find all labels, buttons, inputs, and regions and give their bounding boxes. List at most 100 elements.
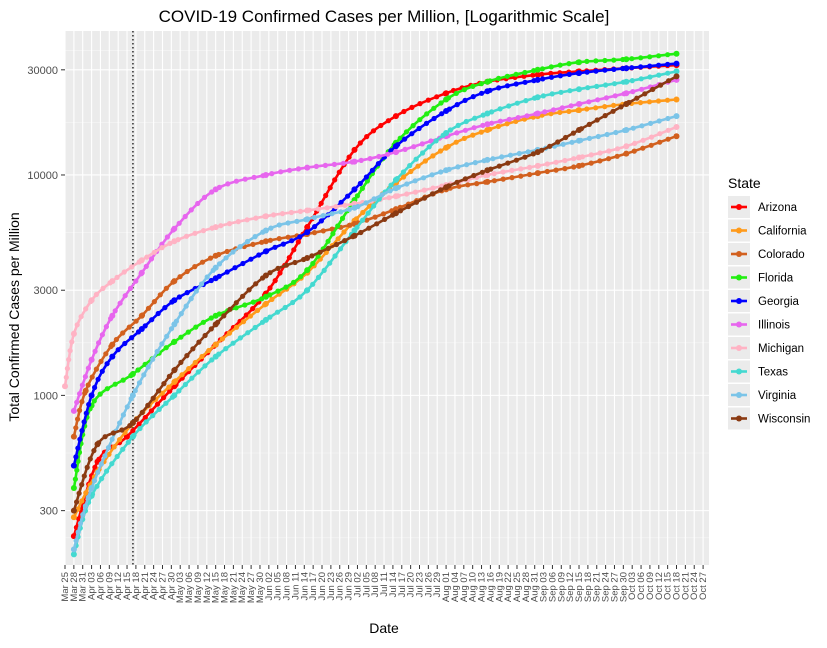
data-point-illinois bbox=[164, 234, 170, 240]
data-point-virginia bbox=[560, 141, 566, 147]
x-tick-label: Aug 22 bbox=[503, 572, 514, 602]
data-point-texas bbox=[549, 91, 555, 97]
x-tick-label: Mar 25 bbox=[60, 572, 71, 602]
data-point-illinois bbox=[524, 113, 530, 119]
data-point-georgia bbox=[522, 79, 528, 85]
data-point-florida bbox=[470, 83, 476, 89]
data-point-colorado bbox=[113, 336, 119, 343]
data-point-florida bbox=[522, 69, 528, 76]
data-point-california bbox=[470, 132, 476, 138]
data-point-texas bbox=[156, 406, 162, 412]
data-point-georgia bbox=[584, 69, 590, 75]
data-point-illinois bbox=[171, 225, 178, 232]
data-point-florida bbox=[611, 57, 617, 63]
x-tick-label: Apr 06 bbox=[95, 572, 106, 600]
data-point-arizona bbox=[286, 255, 292, 261]
data-point-georgia bbox=[423, 120, 430, 126]
y-tick-label: 10000 bbox=[27, 170, 58, 182]
data-point-illinois bbox=[82, 374, 88, 380]
x-tick-label: May 12 bbox=[202, 572, 213, 603]
data-point-virginia bbox=[109, 436, 115, 442]
data-point-virginia bbox=[268, 225, 274, 231]
data-point-georgia bbox=[95, 376, 101, 382]
data-point-georgia bbox=[224, 269, 230, 275]
data-point-illinois bbox=[295, 166, 302, 172]
x-tick-label: Jul 26 bbox=[423, 572, 434, 597]
data-point-wisconsin bbox=[156, 388, 162, 394]
x-tick-label: Jun 08 bbox=[282, 572, 293, 601]
data-point-georgia bbox=[81, 419, 87, 425]
data-point-georgia bbox=[647, 63, 653, 69]
data-point-michigan bbox=[527, 164, 533, 170]
data-point-texas bbox=[274, 309, 281, 315]
data-point-texas bbox=[392, 176, 399, 183]
data-point-illinois bbox=[201, 194, 208, 200]
data-point-virginia bbox=[171, 321, 178, 328]
data-point-california bbox=[219, 336, 226, 342]
y-axis: 300 1000 3000 10000 30000 bbox=[27, 65, 65, 518]
data-point-arizona bbox=[148, 408, 154, 414]
data-point-california bbox=[484, 127, 491, 133]
x-tick-label: Oct 03 bbox=[627, 572, 638, 600]
data-point-texas bbox=[407, 163, 413, 169]
data-point-colorado bbox=[77, 407, 83, 413]
x-tick-label: Jun 23 bbox=[326, 572, 337, 601]
data-point-colorado bbox=[126, 324, 132, 330]
data-point-georgia bbox=[289, 238, 295, 244]
data-point-georgia bbox=[363, 174, 369, 180]
data-point-wisconsin bbox=[178, 359, 184, 365]
x-tick-label: Mar 28 bbox=[69, 572, 80, 602]
data-point-florida bbox=[584, 58, 590, 64]
x-tick-label: Sep 03 bbox=[539, 572, 550, 602]
data-point-texas bbox=[497, 106, 503, 112]
data-point-illinois bbox=[195, 200, 201, 207]
data-point-virginia bbox=[98, 461, 104, 467]
data-point-michigan bbox=[544, 161, 550, 167]
data-point-texas bbox=[332, 253, 338, 259]
data-point-illinois bbox=[331, 161, 337, 167]
data-point-illinois bbox=[133, 278, 139, 284]
data-point-wisconsin bbox=[642, 91, 648, 97]
x-tick-label: Jun 11 bbox=[290, 572, 301, 600]
data-point-illinois bbox=[385, 151, 391, 157]
data-point-colorado bbox=[534, 170, 541, 177]
data-point-virginia bbox=[230, 249, 236, 255]
data-point-texas bbox=[365, 210, 371, 216]
x-tick-label: Jun 29 bbox=[344, 572, 355, 601]
x-tick-label: Jun 26 bbox=[335, 572, 346, 601]
data-point-arizona bbox=[336, 169, 342, 175]
data-point-illinois bbox=[269, 171, 275, 177]
data-point-virginia bbox=[363, 200, 369, 206]
data-point-florida bbox=[557, 62, 563, 68]
data-point-florida bbox=[74, 467, 80, 473]
data-point-illinois bbox=[595, 97, 601, 103]
data-point-virginia bbox=[159, 341, 165, 347]
x-tick-label: Sep 09 bbox=[556, 572, 567, 602]
data-point-wisconsin bbox=[221, 313, 227, 319]
data-point-florida bbox=[304, 267, 311, 274]
data-point-illinois bbox=[484, 121, 491, 128]
data-point-michigan bbox=[192, 230, 198, 236]
data-point-georgia bbox=[566, 71, 572, 77]
data-point-michigan bbox=[640, 137, 646, 143]
x-tick-label: Oct 09 bbox=[645, 572, 656, 600]
data-point-georgia bbox=[184, 290, 190, 296]
data-point-florida bbox=[242, 302, 248, 308]
data-point-michigan bbox=[212, 224, 219, 231]
data-point-texas bbox=[202, 363, 208, 369]
data-point-wisconsin bbox=[471, 172, 477, 179]
data-point-virginia bbox=[183, 303, 189, 309]
data-point-wisconsin bbox=[283, 262, 289, 268]
data-point-wisconsin bbox=[576, 127, 582, 133]
data-point-virginia bbox=[237, 244, 243, 250]
data-point-florida bbox=[593, 58, 599, 64]
data-point-virginia bbox=[70, 546, 77, 553]
data-point-california bbox=[70, 514, 77, 521]
data-point-florida bbox=[354, 193, 360, 199]
data-point-florida bbox=[656, 53, 662, 59]
data-point-georgia bbox=[439, 111, 445, 117]
data-point-illinois bbox=[109, 312, 116, 319]
legend-marker-michigan bbox=[736, 345, 742, 351]
data-point-california bbox=[557, 109, 563, 115]
data-point-michigan bbox=[121, 269, 127, 275]
